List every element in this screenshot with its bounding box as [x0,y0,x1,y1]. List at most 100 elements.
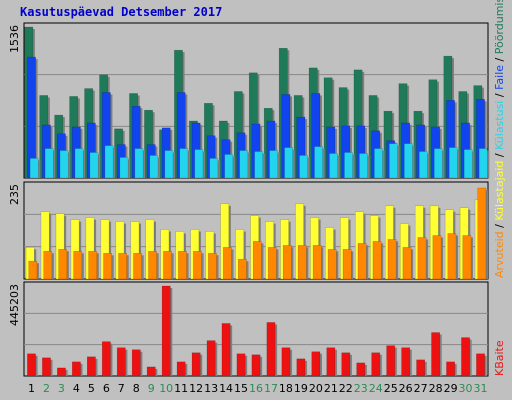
bar-kbaite-24 [371,352,381,377]
x-tick-label: 25 [384,382,398,395]
x-tick-label: 31 [474,382,488,395]
bar-arvuteid-23 [357,243,367,280]
bar-kulastusi-3 [59,150,69,179]
bar-kbaite-7 [116,347,126,377]
bar-arvuteid-17 [267,247,277,280]
bar-kulastusi-10 [164,150,174,179]
bar-kulastusi-31 [478,148,488,179]
bar-kulastusi-29 [448,147,458,179]
bar-kbaite-13 [206,340,216,377]
bar-arvuteid-24 [372,241,382,280]
x-tick-label: 30 [459,382,473,395]
bar-kbaite-30 [461,337,470,377]
bar-kbaite-4 [72,361,81,377]
bar-kbaite-8 [131,349,141,377]
x-tick-label: 3 [58,382,65,395]
panel-2: 235 [8,181,489,280]
x-tick-label: 12 [189,382,203,395]
bar-kbaite-1 [27,353,36,377]
bar-arvuteid-3 [58,249,68,280]
y-max-label: 235 [8,184,21,205]
bar-arvuteid-1 [28,260,38,280]
legend-entry-kulastusi: Külastusi [493,101,506,150]
bar-kbaite-26 [401,347,411,377]
bar-arvuteid-8 [133,253,142,280]
panel-1: 1536 [8,22,490,179]
bar-kbaite-15 [236,353,246,377]
legend-separator: / [493,221,506,232]
bar-kbaite-12 [191,352,201,377]
series-arvuteid [28,187,488,280]
x-tick-label: 7 [118,382,125,395]
chart-title: Kasutuspäevad Detsember 2017 [20,5,222,19]
legend-entry-kbaite: KBaite [493,340,506,376]
bar-kulastusi-13 [209,158,219,179]
legend-entry-faile: Faile [493,65,506,90]
series-kbaite [27,285,487,377]
bar-kulastusi-7 [119,157,129,179]
bar-kulastusi-1 [29,158,39,179]
bar-kulastusi-12 [194,149,204,179]
bar-arvuteid-7 [118,253,128,280]
bar-kbaite-21 [326,347,336,377]
bar-kulastusi-8 [134,148,144,179]
y-max-label: 445203 [8,284,21,326]
bar-arvuteid-13 [208,253,217,280]
bar-kbaite-11 [176,361,186,377]
bar-kulastusi-26 [404,143,413,179]
bar-kbaite-25 [386,345,396,377]
bar-arvuteid-14 [223,247,232,280]
x-tick-label: 27 [414,382,428,395]
bar-arvuteid-20 [312,245,322,280]
bar-kbaite-5 [86,356,96,377]
bar-arvuteid-5 [88,251,98,280]
bar-kulastusi-17 [269,150,279,179]
x-tick-label: 19 [294,382,308,395]
x-tick-label: 4 [73,382,80,395]
bar-arvuteid-26 [402,247,412,280]
y-max-label: 1536 [8,25,21,53]
bar-arvuteid-25 [387,239,397,280]
bar-kulastusi-20 [314,146,323,179]
bar-arvuteid-10 [163,251,172,280]
panel-3: 445203 [8,281,489,377]
bar-kulastusi-15 [239,150,249,179]
bar-arvuteid-28 [432,235,442,280]
x-tick-label: 13 [204,382,218,395]
bar-kbaite-29 [446,361,455,377]
bar-kbaite-18 [281,347,291,377]
x-tick-label: 16 [249,382,263,395]
bar-kulastusi-22 [344,152,353,179]
bar-kbaite-31 [476,353,485,377]
x-tick-label: 26 [399,382,413,395]
bar-kulastusi-24 [374,148,383,179]
bar-kulastusi-28 [433,148,443,179]
bar-kbaite-20 [311,351,321,377]
x-tick-label: 23 [354,382,368,395]
x-tick-label: 2 [43,382,50,395]
bar-kulastusi-11 [179,148,189,179]
bar-arvuteid-30 [462,235,472,280]
x-tick-label: 20 [309,382,323,395]
x-tick-label: 18 [279,382,293,395]
bar-arvuteid-19 [297,245,307,280]
x-tick-label: 21 [324,382,338,395]
bar-kulastusi-6 [104,145,114,179]
x-tick-label: 28 [429,382,443,395]
bar-kbaite-9 [146,366,156,377]
legend-separator: / [493,90,506,101]
x-tick-label: 22 [339,382,353,395]
bar-arvuteid-9 [148,251,157,280]
bar-kbaite-28 [431,332,440,377]
bar-arvuteid-15 [238,258,247,280]
x-tick-label: 9 [148,382,155,395]
x-tick-label: 11 [174,382,188,395]
x-tick-label: 24 [369,382,383,395]
bar-arvuteid-6 [103,253,113,280]
bar-kbaite-6 [101,341,111,377]
legend-entry-kulastajaid: Külastajaid [493,161,506,221]
chart-panels: 1536 235 445203 [8,22,490,377]
bar-arvuteid-11 [178,251,187,280]
bar-kulastusi-27 [418,151,428,179]
